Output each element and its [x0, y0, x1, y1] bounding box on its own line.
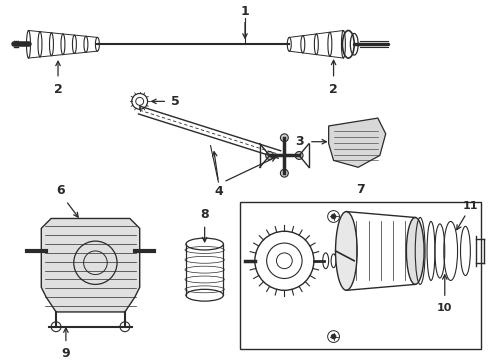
Circle shape	[331, 214, 336, 219]
Bar	[240, 202, 481, 349]
Text: 8: 8	[200, 208, 209, 221]
Text: 4: 4	[214, 185, 223, 198]
Ellipse shape	[336, 212, 357, 290]
Circle shape	[346, 132, 366, 152]
Circle shape	[280, 169, 288, 177]
Text: 5: 5	[171, 95, 179, 108]
Text: 11: 11	[463, 201, 478, 211]
Circle shape	[331, 334, 336, 339]
Polygon shape	[329, 118, 386, 167]
Text: 2: 2	[53, 83, 62, 96]
Circle shape	[280, 134, 288, 142]
Circle shape	[295, 152, 303, 159]
Text: 1: 1	[241, 5, 249, 18]
Text: 2: 2	[329, 83, 338, 96]
Ellipse shape	[406, 217, 424, 284]
Circle shape	[266, 152, 273, 159]
Text: 3: 3	[295, 135, 303, 148]
Text: 6: 6	[57, 184, 65, 197]
Polygon shape	[41, 219, 140, 312]
Text: 10: 10	[437, 303, 452, 313]
Text: 9: 9	[62, 347, 70, 360]
Text: 7: 7	[356, 184, 365, 197]
